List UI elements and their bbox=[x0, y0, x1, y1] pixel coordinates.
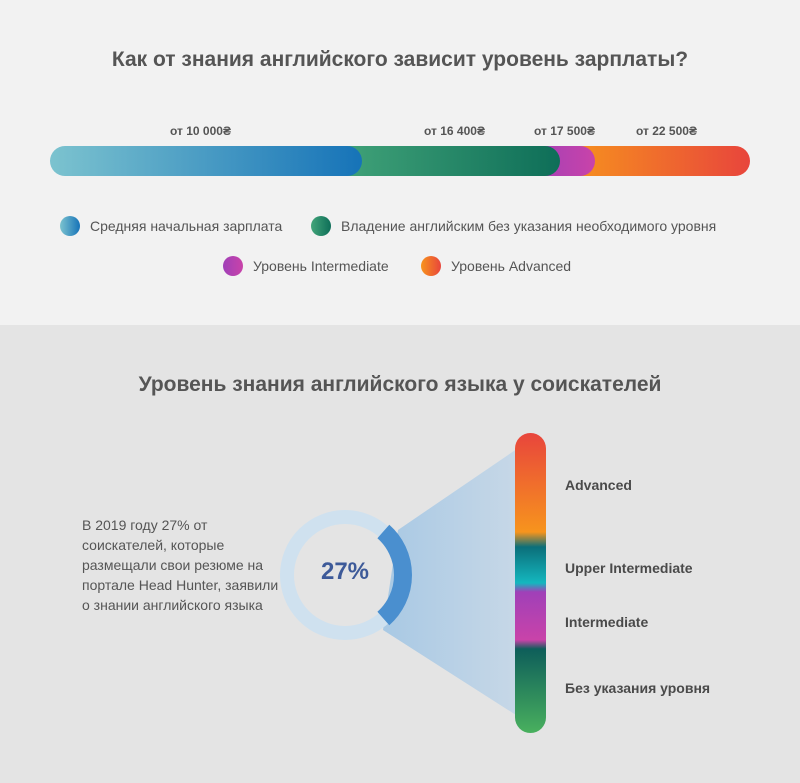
percent-donut bbox=[280, 510, 412, 640]
salary-marker-intermediate: от 17 500₴ bbox=[534, 124, 595, 138]
legend-label: Уровень Intermediate bbox=[253, 258, 389, 274]
legend-dot-icon bbox=[60, 216, 80, 236]
legend-item-intermediate: Уровень Intermediate bbox=[223, 256, 389, 276]
salary-marker-base: от 10 000₴ bbox=[170, 124, 231, 138]
salary-bar-segment-advanced bbox=[565, 146, 750, 176]
salary-marker-english: от 16 400₴ bbox=[424, 124, 485, 138]
salary-chart-title: Как от знания английского зависит уровен… bbox=[111, 48, 689, 71]
salary-bar-segment-base bbox=[50, 146, 362, 176]
level-chart-title: Уровень знания английского языка у соиск… bbox=[138, 373, 662, 396]
funnel-cone bbox=[383, 440, 530, 724]
donut-slice-27 bbox=[377, 524, 412, 626]
legend-label: Владение английским без указания необход… bbox=[341, 218, 717, 234]
legend-label: Уровень Advanced bbox=[451, 258, 572, 274]
level-bar bbox=[515, 433, 546, 733]
legend-item-english: Владение английским без указания необход… bbox=[311, 216, 716, 236]
salary-bar-segment-english bbox=[330, 146, 560, 176]
legend-item-base: Средняя начальная зарплата bbox=[60, 216, 282, 236]
legend-label: Средняя начальная зарплата bbox=[90, 218, 283, 234]
legend-dot-icon bbox=[223, 256, 243, 276]
level-label-no-level: Без указания уровня bbox=[565, 680, 711, 696]
legend-item-advanced: Уровень Advanced bbox=[421, 256, 571, 276]
legend-dot-icon bbox=[421, 256, 441, 276]
level-label-upper-intermediate: Upper Intermediate bbox=[565, 560, 693, 576]
percent-label: 27% bbox=[320, 558, 370, 585]
salary-marker-advanced: от 22 500₴ bbox=[636, 124, 697, 138]
salary-bar bbox=[50, 146, 750, 176]
level-label-intermediate: Intermediate bbox=[565, 614, 649, 630]
level-label-advanced: Advanced bbox=[565, 477, 632, 493]
legend-dot-icon bbox=[311, 216, 331, 236]
level-description: В 2019 году 27% от соискателей, которые … bbox=[82, 517, 279, 613]
